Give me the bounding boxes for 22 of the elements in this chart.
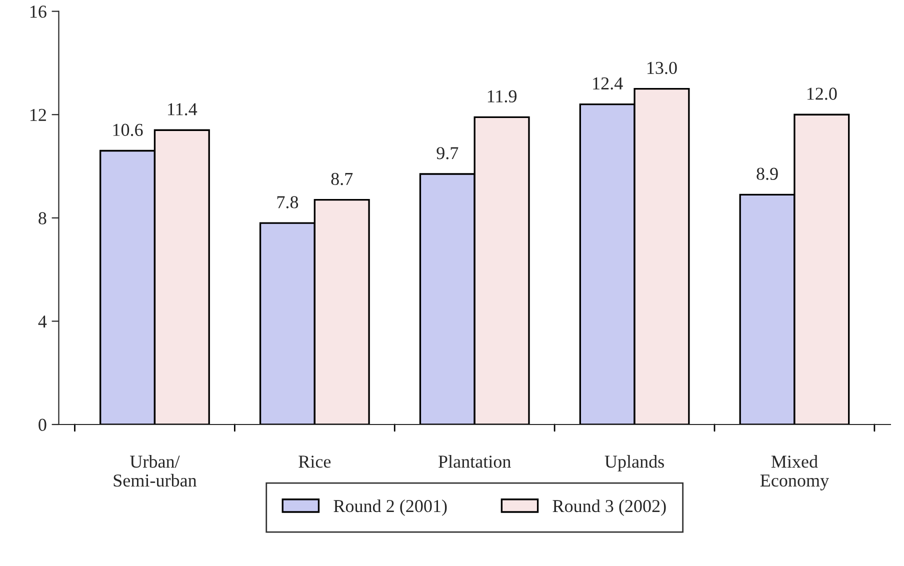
y-tick-label: 12 <box>30 108 46 121</box>
data-label: 7.8 <box>277 196 298 208</box>
legend-label: Round 3 (2002) <box>552 499 666 516</box>
y-tick-label: 8 <box>38 212 46 224</box>
data-label: 12.0 <box>807 88 837 100</box>
x-tick-label: Rice <box>298 456 331 468</box>
data-label: 11.9 <box>488 90 517 102</box>
x-tick-label: Mixed Economy <box>760 455 830 490</box>
data-label: 9.7 <box>436 147 458 160</box>
data-label: 8.9 <box>756 168 778 180</box>
x-tick-label: Plantation <box>438 455 511 468</box>
x-tick-label: Urban/ Semi-urban <box>114 455 197 487</box>
legend-label: Round 2 (2001) <box>334 499 447 516</box>
y-tick-label: 0 <box>38 418 46 431</box>
x-tick-label: Uplands <box>604 455 664 472</box>
data-label: 8.7 <box>331 172 353 186</box>
data-label: 13.0 <box>648 62 677 74</box>
y-tick-label: 16 <box>30 6 46 18</box>
data-label: 12.4 <box>593 77 623 90</box>
y-tick-label: 4 <box>38 316 47 328</box>
data-label: 11.4 <box>168 103 198 116</box>
data-label: 10.6 <box>113 124 143 136</box>
